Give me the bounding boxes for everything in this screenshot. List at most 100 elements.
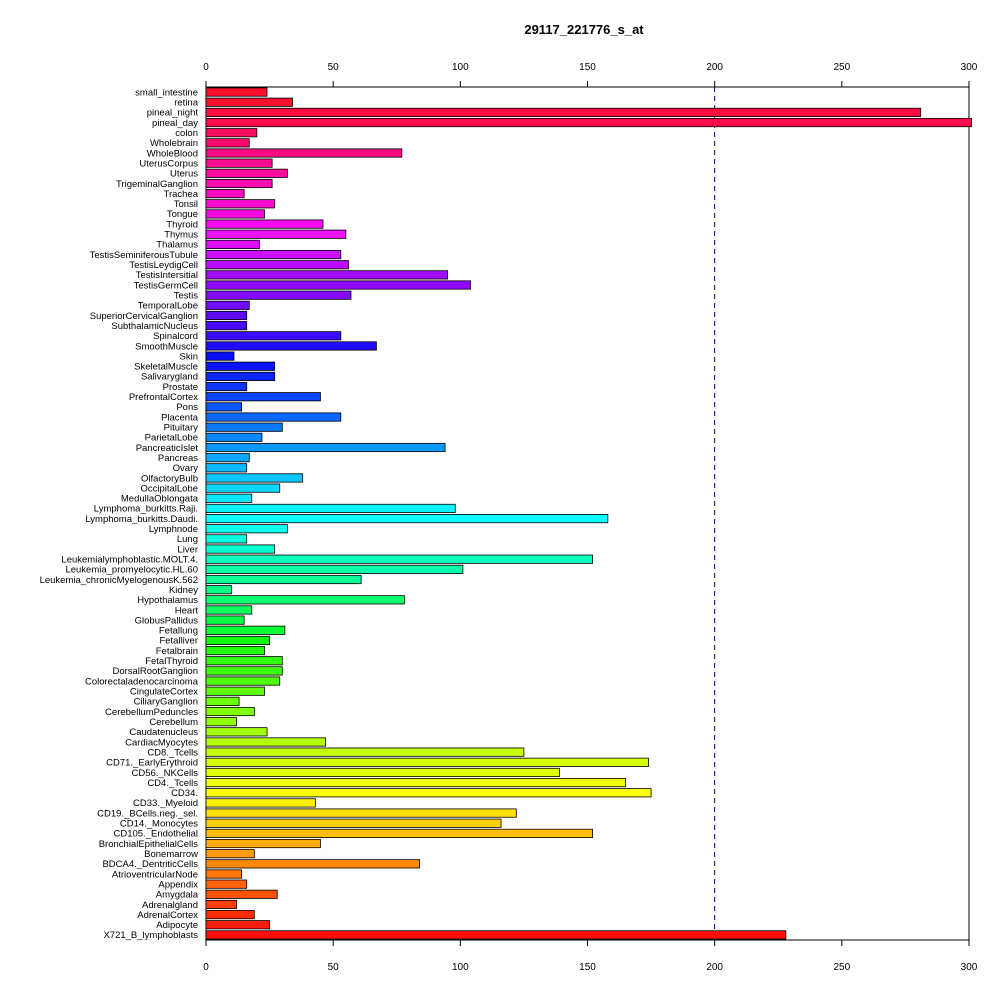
category-label: Spinalcord	[153, 331, 198, 342]
category-label: Leukemia_chronicMyelogenousK.562	[40, 575, 198, 586]
bar	[205, 605, 253, 615]
bar	[205, 767, 560, 778]
category-label: FetalThyroid	[145, 656, 198, 667]
chart-title: 29117_221776_s_at	[524, 22, 644, 37]
category-labels-layer: small_intestineretinapineal_nightpineal_…	[40, 87, 199, 941]
tick-label: 50	[328, 62, 340, 73]
category-label: Skin	[180, 351, 198, 362]
category-label: CD71._EarlyErythroid	[106, 758, 198, 769]
bar	[205, 676, 281, 686]
category-label: ParietalLobe	[145, 433, 198, 444]
category-label: PancreaticIslet	[136, 443, 199, 454]
category-label: OccipitalLobe	[140, 483, 198, 494]
bar	[205, 585, 232, 595]
bar	[205, 107, 922, 117]
category-label: Adipocyte	[156, 920, 198, 931]
x-axis-top: 0 50 100 150 200 250 300	[203, 62, 978, 88]
bar	[205, 453, 250, 463]
bar	[205, 331, 342, 341]
tick-label: 100	[452, 962, 469, 973]
category-label: Wholebrain	[150, 138, 198, 149]
bar	[205, 503, 456, 513]
bar	[205, 625, 286, 635]
bar	[205, 361, 276, 371]
bar	[205, 757, 649, 767]
bar	[205, 117, 972, 128]
category-label: OlfactoryBulb	[141, 473, 198, 484]
bar	[205, 849, 255, 859]
bar	[205, 87, 268, 97]
bar	[205, 859, 421, 869]
bar	[205, 899, 237, 910]
category-label: CerebellumPeduncles	[105, 707, 198, 718]
category-label: X721_B_lymphoblasts	[103, 930, 198, 941]
category-label: small_intestine	[135, 87, 198, 98]
tick-label: 300	[961, 962, 978, 973]
bar	[205, 209, 265, 219]
category-label: Salivarygland	[141, 372, 198, 383]
bar	[205, 564, 464, 574]
bar	[205, 798, 316, 808]
category-label: TestisGermCell	[134, 280, 198, 291]
bar	[205, 727, 268, 737]
tick-label: 250	[833, 62, 850, 73]
bar	[205, 168, 288, 178]
category-label: TestisSeminiferousTubule	[90, 250, 198, 261]
category-label: Fetalliver	[159, 636, 198, 647]
category-label: DorsalRootGanglion	[112, 666, 198, 677]
bar	[205, 838, 321, 849]
category-label: CD56._NKCells	[131, 768, 198, 779]
bar	[205, 828, 593, 838]
category-label: Lymphoma_burkitts.Daudi.	[85, 514, 198, 525]
tick-label: 150	[579, 62, 596, 73]
category-label: pineal_night	[147, 108, 199, 119]
category-label: Hypothalamus	[137, 595, 198, 606]
tick-label: 300	[961, 62, 978, 73]
bar	[205, 422, 283, 432]
bar	[205, 260, 349, 270]
category-label: CD19._BCells.neg._sel.	[97, 808, 198, 819]
category-label: CardiacMyocytes	[125, 737, 198, 748]
category-label: SubthalamicNucleus	[111, 321, 198, 332]
bar	[205, 310, 248, 321]
bar	[205, 128, 258, 138]
bar	[205, 615, 245, 625]
bars-layer	[205, 87, 972, 940]
category-label: Lymphoma_burkitts.Raji.	[94, 504, 198, 515]
category-label: Prostate	[163, 382, 198, 393]
bar	[205, 534, 248, 544]
bar	[205, 646, 265, 656]
category-label: Thyroid	[166, 219, 198, 230]
category-label: Ovary	[173, 463, 199, 474]
category-label: PrefrontalCortex	[129, 392, 198, 403]
bar	[205, 524, 288, 534]
bar	[205, 737, 326, 747]
category-label: Pituitary	[164, 422, 199, 433]
bar	[205, 371, 276, 381]
category-label: BronchialEpithelialCells	[99, 839, 199, 850]
category-label: Lymphnode	[149, 524, 198, 535]
bar	[205, 869, 243, 879]
category-label: Cerebellum	[149, 717, 198, 728]
bar	[205, 321, 248, 331]
bar	[205, 717, 237, 727]
bar	[205, 412, 342, 422]
bar	[205, 351, 235, 361]
bar	[205, 381, 248, 392]
bar	[205, 879, 248, 889]
bar	[205, 239, 260, 249]
bar	[205, 706, 255, 717]
bar	[205, 463, 248, 473]
category-label: Fetallung	[159, 626, 198, 637]
category-label: Appendix	[158, 879, 198, 890]
bar	[205, 514, 609, 524]
bar	[205, 889, 278, 899]
bar	[205, 910, 255, 920]
category-label: WholeBlood	[147, 148, 198, 159]
bar	[205, 402, 243, 412]
category-label: Uterus	[170, 169, 198, 180]
bar	[205, 432, 263, 442]
category-label: Pons	[176, 402, 198, 413]
category-label: SmoothMuscle	[135, 341, 198, 352]
